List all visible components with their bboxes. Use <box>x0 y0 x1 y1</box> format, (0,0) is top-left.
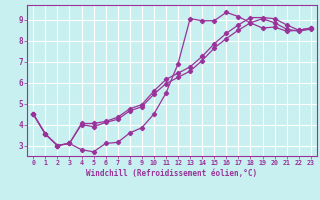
X-axis label: Windchill (Refroidissement éolien,°C): Windchill (Refroidissement éolien,°C) <box>86 169 258 178</box>
